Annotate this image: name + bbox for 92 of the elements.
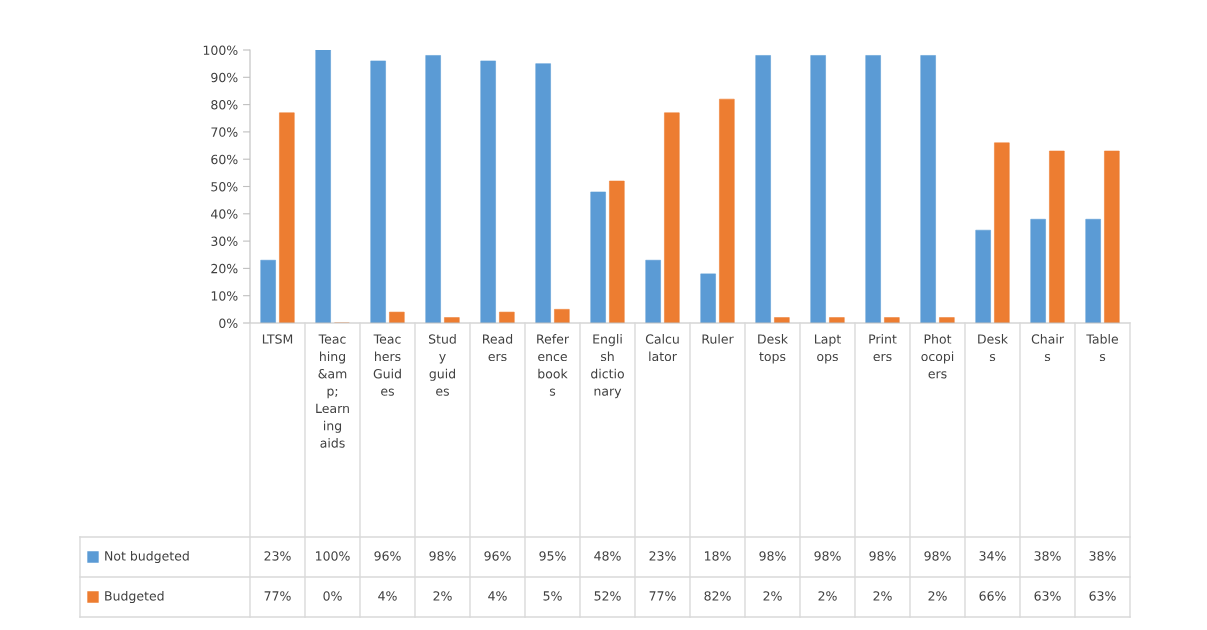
bar: [609, 180, 625, 323]
data-label: 98%: [759, 551, 786, 561]
x-tick-label: English dictionary: [591, 334, 624, 399]
bar: [535, 63, 551, 323]
data-label: 98%: [869, 551, 896, 561]
bar: [389, 311, 405, 323]
x-tick-label: LTSM: [262, 334, 293, 344]
bar: [1104, 150, 1120, 323]
data-label: 2%: [873, 591, 892, 601]
x-tick-label: Study guides: [428, 334, 456, 396]
data-label: 0%: [323, 591, 342, 601]
data-label: 5%: [543, 591, 562, 601]
data-label: 100%: [316, 551, 350, 561]
y-tick-label: 10%: [211, 291, 238, 301]
y-tick-label: 100%: [203, 45, 238, 55]
x-tick-label: Reference books: [537, 334, 570, 396]
bar: [425, 55, 441, 323]
x-tick-label: Ruler: [702, 334, 734, 344]
data-label: 98%: [924, 551, 951, 561]
data-label: 4%: [488, 591, 507, 601]
bar: [755, 55, 771, 323]
x-tick-label: Desktops: [758, 334, 788, 364]
data-label: 98%: [429, 551, 456, 561]
data-label: 48%: [594, 551, 621, 561]
y-tick-label: 50%: [211, 181, 238, 192]
bar: [1030, 218, 1046, 323]
legend-label: Not budgeted: [105, 550, 189, 564]
x-tick-label: Printers: [869, 334, 897, 362]
data-label: 38%: [1089, 551, 1116, 561]
bar: [994, 142, 1010, 323]
y-tick-label: 30%: [211, 236, 238, 247]
y-tick-label: 60%: [211, 154, 238, 165]
bar: [664, 112, 680, 323]
data-label: 2%: [928, 591, 947, 601]
y-tick-label: 0%: [219, 318, 238, 328]
bar: [260, 259, 276, 323]
x-tick-label: Laptops: [815, 334, 841, 364]
data-label: 18%: [704, 551, 731, 561]
bar: [480, 60, 496, 323]
bar: [370, 60, 386, 323]
data-label: 77%: [649, 591, 676, 601]
bar: [700, 273, 716, 323]
data-label: 2%: [763, 591, 782, 601]
legend-label: Budgeted: [105, 590, 164, 604]
x-tick-label: Calculator: [645, 334, 679, 362]
bar: [975, 229, 991, 323]
data-label: 63%: [1089, 591, 1116, 601]
data-label: 77%: [264, 591, 291, 601]
data-label: 34%: [979, 551, 1006, 561]
data-label: 98%: [814, 551, 841, 561]
x-tick-label: Readers: [483, 334, 513, 362]
x-tick-label: Teaching &amp; Learning aids: [316, 334, 349, 448]
bar: [920, 55, 936, 323]
bar: [315, 50, 331, 323]
bar: [810, 55, 826, 323]
x-tick-label: Photocopiers: [921, 334, 954, 379]
data-label: 4%: [378, 591, 397, 601]
data-label: 38%: [1034, 551, 1061, 561]
bar: [939, 317, 955, 323]
data-label: 96%: [374, 551, 401, 561]
y-tick-label: 40%: [211, 209, 238, 219]
bar: [774, 317, 790, 323]
bar: [554, 309, 570, 323]
x-tick-label: Tables: [1086, 334, 1118, 362]
bar: [645, 259, 661, 323]
bar: [865, 55, 881, 323]
bar: [499, 311, 515, 323]
data-label: 23%: [649, 551, 676, 561]
bar: [1085, 218, 1101, 323]
bar: [590, 191, 606, 323]
data-label: 63%: [1034, 591, 1061, 601]
bar: [1049, 150, 1065, 323]
y-tick-label: 90%: [211, 72, 238, 83]
bar: [829, 317, 845, 323]
data-label: 82%: [704, 591, 731, 601]
bar: [444, 317, 460, 323]
data-label: 52%: [594, 591, 621, 601]
bar: [884, 317, 900, 323]
data-label: 66%: [979, 591, 1006, 601]
bar: [279, 112, 295, 323]
x-tick-label: Chairs: [1031, 334, 1064, 362]
y-tick-label: 70%: [211, 127, 238, 137]
data-label: 23%: [264, 551, 291, 561]
x-tick-label: Desks: [978, 334, 1008, 362]
y-tick-label: 80%: [211, 100, 238, 110]
data-label: 95%: [539, 551, 566, 561]
data-label: 96%: [484, 551, 511, 561]
y-tick-label: 20%: [211, 263, 238, 274]
bar: [719, 98, 735, 323]
x-tick-label: Teachers Guides: [373, 334, 401, 396]
data-label: 2%: [818, 591, 837, 601]
data-label: 2%: [433, 591, 452, 601]
